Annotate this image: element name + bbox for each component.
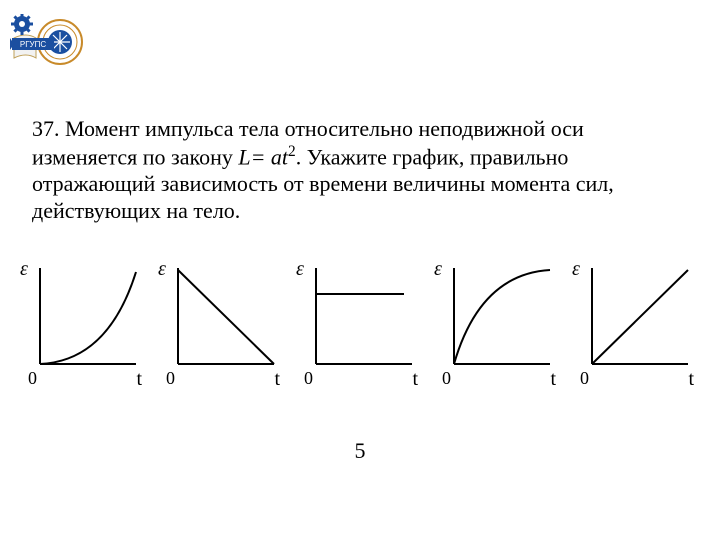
chart-4: ε0t <box>434 262 562 402</box>
chart-5: ε0t <box>572 262 700 402</box>
y-axis-label: ε <box>572 258 580 281</box>
chart-row: ε0tε0tε0tε0tε0t <box>20 262 700 402</box>
institution-logo: РГУПС <box>8 14 86 72</box>
page-number: 5 <box>0 438 720 464</box>
formula-L: L= at <box>238 144 288 169</box>
chart-3: ε0t <box>296 262 424 402</box>
origin-label: 0 <box>28 368 37 389</box>
question-text: 37. Момент импульса тела относительно не… <box>32 116 652 225</box>
chart-1: ε0t <box>20 262 148 402</box>
x-axis-label: t <box>136 368 142 391</box>
origin-label: 0 <box>442 368 451 389</box>
x-axis-label: t <box>550 368 556 391</box>
origin-label: 0 <box>304 368 313 389</box>
x-axis-label: t <box>688 368 694 391</box>
origin-label: 0 <box>166 368 175 389</box>
origin-label: 0 <box>580 368 589 389</box>
y-axis-label: ε <box>296 258 304 281</box>
formula-exp: 2 <box>288 143 296 160</box>
question-number: 37. <box>32 116 60 141</box>
y-axis-label: ε <box>20 258 28 281</box>
logo-banner-text: РГУПС <box>20 40 47 49</box>
chart-2: ε0t <box>158 262 286 402</box>
y-axis-label: ε <box>158 258 166 281</box>
y-axis-label: ε <box>434 258 442 281</box>
page: РГУПС 37. Момент импульса тела относител… <box>0 0 720 540</box>
x-axis-label: t <box>412 368 418 391</box>
x-axis-label: t <box>274 368 280 391</box>
